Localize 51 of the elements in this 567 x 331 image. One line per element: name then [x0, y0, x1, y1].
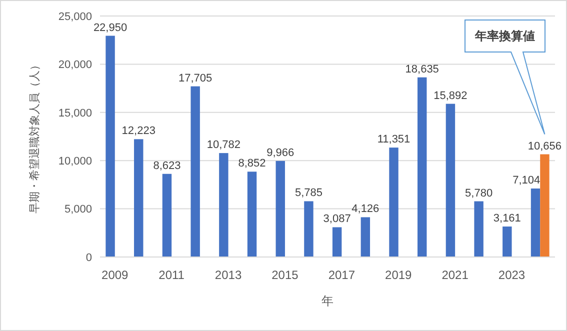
data-label: 10,782	[206, 139, 240, 152]
x-tick-label: 2013	[214, 268, 242, 282]
x-axis-title: 年	[322, 294, 334, 308]
bar	[474, 201, 484, 257]
data-label: 18,635	[405, 63, 439, 76]
x-tick-label: 2021	[442, 268, 469, 282]
bar	[276, 160, 285, 257]
data-label: 22,950	[93, 22, 128, 34]
bar	[502, 226, 512, 257]
data-label: 12,223	[122, 125, 156, 138]
data-label: 4,126	[352, 203, 380, 216]
bar	[304, 201, 314, 257]
y-tick-label: 5,000	[64, 204, 92, 216]
bar	[134, 139, 144, 257]
x-tick-label: 2011	[158, 268, 185, 282]
bar	[190, 86, 200, 257]
data-label: 5,785	[294, 187, 322, 200]
data-label: 3,087	[323, 213, 351, 226]
bar	[446, 104, 456, 257]
data-label: 11,351	[377, 134, 410, 146]
bar	[540, 154, 550, 257]
data-label: 15,892	[434, 90, 468, 102]
data-label: 9,966	[266, 146, 294, 159]
data-label: 17,705	[178, 72, 212, 84]
bar	[418, 77, 427, 257]
data-label: 8,623	[153, 160, 181, 172]
bar	[530, 188, 540, 257]
x-tick-label: 2023	[498, 268, 526, 282]
x-tick-label: 2015	[272, 268, 299, 282]
data-label: 10,656	[528, 140, 562, 152]
y-tick-label: 15,000	[58, 107, 92, 120]
y-tick-label: 25,000	[58, 10, 92, 23]
bar	[162, 174, 172, 257]
bar	[360, 217, 370, 257]
data-label: 7,104	[512, 174, 540, 187]
annotation: 年率換算値	[474, 29, 535, 44]
x-tick-label: 2009	[102, 268, 129, 282]
bar	[219, 153, 228, 257]
y-axis-title: 早期・希望退職対象人員（人）	[28, 60, 41, 214]
bar	[247, 172, 257, 257]
data-label: 8,852	[238, 158, 266, 170]
data-label: 3,161	[493, 212, 521, 225]
x-tick-label: 2017	[328, 268, 356, 282]
bar	[106, 36, 115, 257]
x-tick-label: 2019	[385, 268, 412, 282]
bar	[389, 148, 398, 257]
data-label: 5,780	[465, 187, 493, 200]
y-tick-label: 20,000	[58, 59, 92, 72]
bar	[332, 227, 342, 257]
y-tick-label: 10,000	[58, 155, 92, 168]
y-tick-label: 0	[86, 252, 92, 264]
